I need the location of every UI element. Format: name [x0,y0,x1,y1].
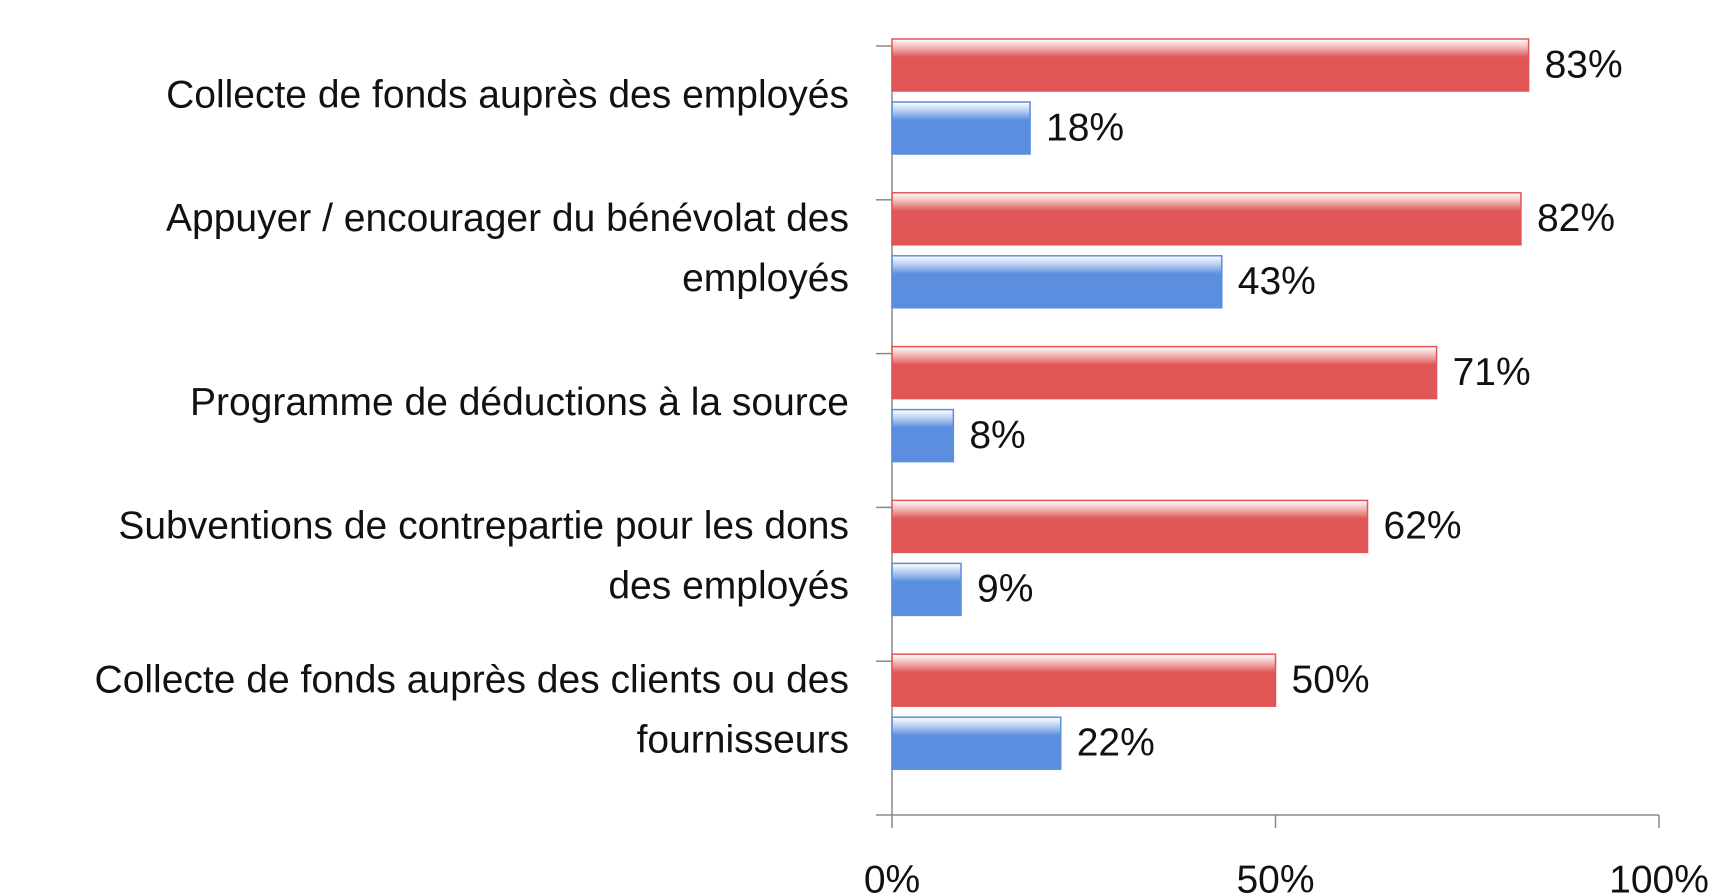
bar [891,101,1031,155]
value-label: 50% [1292,658,1370,701]
value-label: 9% [977,568,1033,611]
value-label: 71% [1453,351,1531,394]
category-label: Collecte de fonds auprès des clients ou … [95,658,849,701]
value-label: 8% [969,414,1025,457]
value-label: 83% [1545,43,1623,86]
bar [891,38,1530,92]
bar [891,345,1438,400]
category-label: Collecte de fonds auprès des employés [166,73,849,116]
bar [891,499,1369,554]
value-label: 18% [1046,106,1124,149]
x-tick-label: 50% [1236,858,1314,894]
x-tick-label: 0% [864,858,920,894]
category-label: fournisseurs [637,718,849,761]
value-label: 22% [1077,721,1155,764]
bar [891,255,1223,309]
bar [891,192,1522,246]
value-label: 82% [1537,197,1615,240]
category-label: employés [682,257,849,300]
category-label: Appuyer / encourager du bénévolat des [166,197,849,240]
bar [891,408,955,463]
value-label: 43% [1238,260,1316,303]
bar [891,562,962,617]
category-label: Programme de déductions à la source [190,381,849,424]
x-tick-label: 100% [1609,858,1709,894]
category-label: des employés [608,565,849,608]
value-label: 62% [1384,505,1462,548]
bar [891,716,1062,770]
category-label: Subventions de contrepartie pour les don… [118,505,849,548]
bar [891,653,1277,707]
